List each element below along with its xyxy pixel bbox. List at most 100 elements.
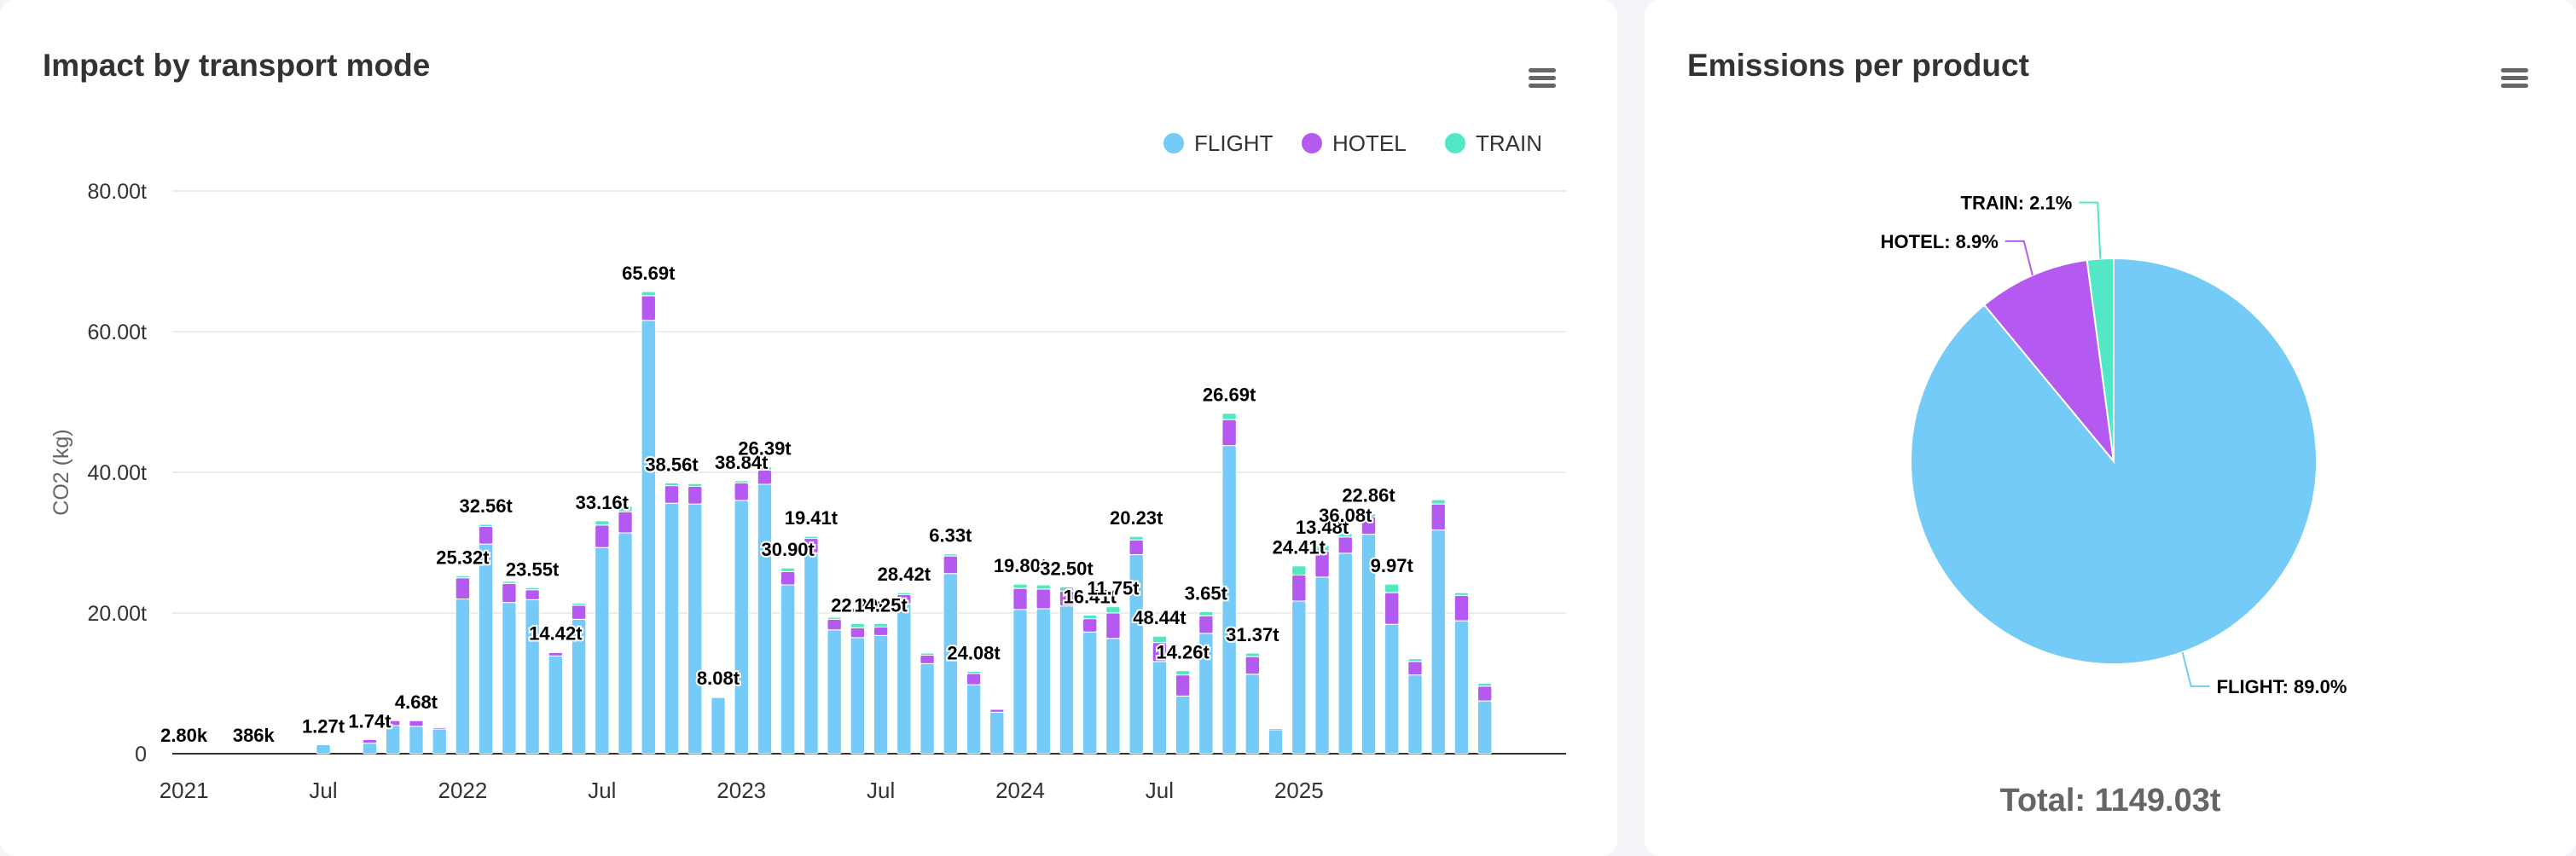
bar-hotel [1384, 592, 1400, 625]
bar-hotel [641, 295, 656, 321]
bar-hotel [1244, 656, 1261, 675]
bar-train [478, 523, 494, 528]
data-label: 16.41t [1064, 586, 1117, 607]
bar-train [827, 616, 842, 620]
bar-flight [1012, 609, 1028, 755]
bar-train [1012, 583, 1028, 589]
y-tick-label: 20.00t [87, 602, 147, 626]
bar-hotel [502, 582, 517, 604]
data-label: 26.69t [1203, 385, 1256, 406]
pie-label-hotel: HOTEL: 8.9% [1881, 231, 1999, 252]
x-tick-label: 2022 [438, 778, 487, 803]
data-label: 32.50t [1040, 558, 1094, 579]
bar-train [1128, 535, 1144, 541]
bar-train [780, 567, 796, 572]
bar-flight [316, 744, 331, 755]
bar-flight [1244, 674, 1261, 755]
bar-flight [618, 532, 633, 755]
bar-hotel [618, 511, 633, 534]
data-label: 38.84t [715, 452, 769, 473]
bar-train [664, 482, 680, 487]
bar-flight [1082, 631, 1098, 755]
bar-train [804, 535, 819, 540]
x-tick-label: 2023 [717, 778, 766, 803]
data-label: 13.48t [1296, 517, 1349, 538]
impact-chart-card: Impact by transport mode 0 20.00t 40.00t 60… [0, 0, 1617, 856]
bar-flight [757, 483, 773, 755]
bar-flight [1105, 638, 1121, 755]
y-axis-title: CO2 (kg) [49, 429, 73, 515]
pie-label-train: TRAIN: 2.1% [1961, 193, 2073, 214]
legend-item-flight[interactable]: FLIGHT [1163, 130, 1273, 156]
bar-flight [409, 726, 424, 755]
bar-flight [548, 655, 564, 755]
bar-flight [688, 503, 703, 755]
hamburger-menu-icon[interactable] [2499, 63, 2530, 94]
bar-hotel [1175, 674, 1191, 697]
bar-train [1314, 545, 1330, 552]
x-tick-label: Jul [867, 778, 895, 803]
bar-hotel [989, 709, 1005, 713]
bar-flight [711, 697, 726, 755]
legend-item-train[interactable]: TRAIN [1445, 130, 1542, 156]
bar-hotel [780, 570, 796, 586]
legend-item-hotel[interactable]: HOTEL [1302, 130, 1407, 156]
bar-train [525, 587, 540, 591]
data-label: 48.44t [1133, 607, 1186, 628]
bar-hotel [1477, 685, 1493, 702]
bar-hotel [1291, 574, 1307, 602]
chart-title: Impact by transport mode [43, 48, 431, 83]
hamburger-menu-icon[interactable] [1527, 63, 1558, 94]
bar-flight [1477, 700, 1493, 755]
bar-hotel [688, 486, 703, 505]
bar-train [688, 483, 703, 488]
bar-hotel [734, 482, 749, 501]
bar-train [1152, 635, 1168, 644]
bar-flight [920, 662, 935, 755]
bar-flight [362, 743, 378, 755]
bar-hotel [920, 655, 935, 664]
data-label: 22.86t [1342, 485, 1395, 506]
bar-train [896, 592, 912, 596]
bar-flight [1175, 695, 1191, 755]
bar-train [966, 670, 982, 674]
pie-title: Emissions per product [1687, 48, 2029, 83]
data-label: 3.65t [1185, 582, 1228, 604]
bar-hotel [432, 726, 447, 730]
bar-train [641, 291, 656, 297]
bar-train [1268, 726, 1284, 729]
legend-marker [1302, 133, 1322, 153]
bar-flight [989, 711, 1005, 755]
bar-flight [1268, 729, 1284, 755]
legend-marker [1445, 133, 1465, 153]
data-label: 26.39t [738, 437, 792, 459]
pie-labels: FLIGHT: 89.0% HOTEL: 8.9% TRAIN: 2.1% [1881, 193, 2347, 697]
x-tick-label: 2024 [995, 778, 1045, 803]
bar-hotel [1221, 419, 1237, 447]
bar-train [1244, 652, 1261, 657]
bar-flight [1384, 623, 1400, 755]
x-tick-label: 2021 [160, 778, 209, 803]
bar-flight [734, 500, 749, 755]
bar-train [1430, 499, 1446, 505]
data-label: 386k [233, 725, 276, 746]
data-label: 28.42t [878, 564, 931, 585]
bar-train [1337, 533, 1353, 538]
data-label: 14.42t [529, 622, 583, 644]
data-label: 19.41t [785, 507, 838, 529]
pie-slice-hotel [1982, 258, 2115, 465]
bar-train [1175, 670, 1191, 676]
bar-flight [478, 543, 494, 755]
data-label: 36.08t [1319, 505, 1372, 526]
pie-chart: FLIGHT: 89.0% HOTEL: 8.9% TRAIN: 2.1% [1881, 193, 2347, 697]
total-label: Total: 1149.03t [1999, 783, 2221, 818]
bar-train [757, 466, 773, 471]
bar-hotel [1036, 588, 1051, 610]
bar-flight [455, 599, 471, 755]
pie-slice-train [2086, 257, 2115, 462]
bar-train [1291, 565, 1307, 575]
bar-flight [1407, 674, 1423, 755]
bar-train [618, 506, 633, 512]
bar-train [595, 520, 610, 526]
